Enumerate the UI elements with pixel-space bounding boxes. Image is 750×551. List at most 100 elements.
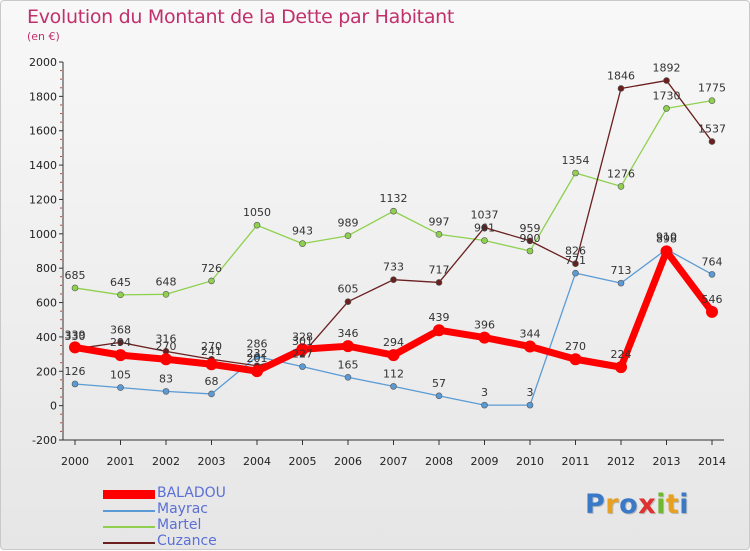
point-martel — [71, 284, 79, 292]
data-label-mayrac: 227 — [292, 348, 313, 361]
point-martel — [663, 105, 670, 112]
y-tick-label: 1000 — [29, 228, 57, 241]
data-label-cuzance: 1037 — [471, 208, 499, 221]
data-label-baladou: 270 — [156, 340, 177, 353]
y-tick-label: -200 — [32, 434, 57, 447]
point-mayrac — [344, 373, 352, 381]
series-line-cuzance — [74, 79, 713, 367]
x-tick-label: 2009 — [471, 455, 499, 468]
point-martel — [435, 231, 443, 238]
x-tick-label: 2010 — [516, 455, 544, 468]
point-martel — [481, 237, 488, 244]
point-martel — [162, 290, 170, 298]
data-label-cuzance: 826 — [565, 245, 586, 258]
data-label-cuzance: 316 — [156, 332, 177, 345]
data-label-mayrac: 910 — [656, 230, 677, 243]
chart-title: Evolution du Montant de la Dette par Hab… — [27, 6, 455, 28]
point-martel — [708, 97, 716, 104]
point-mayrac — [71, 380, 79, 388]
point-baladou — [478, 331, 491, 344]
y-tick-label: 800 — [36, 262, 57, 275]
point-martel — [208, 277, 215, 285]
point-baladou — [160, 353, 172, 366]
point-mayrac — [708, 271, 716, 278]
point-mayrac — [208, 390, 215, 398]
data-label-baladou: 201 — [247, 352, 268, 365]
data-label-mayrac: 83 — [159, 372, 173, 385]
data-label-mayrac: 126 — [65, 365, 86, 378]
data-label-martel: 943 — [292, 225, 313, 238]
legend-label: BALADOU — [157, 485, 226, 501]
data-label-cuzance: 717 — [429, 263, 450, 276]
data-label-martel: 961 — [474, 222, 495, 235]
point-baladou — [114, 349, 127, 362]
data-label-baladou: 344 — [520, 328, 541, 341]
x-tick-label: 2001 — [107, 455, 135, 468]
point-baladou — [706, 305, 718, 318]
data-label-martel: 1354 — [562, 154, 590, 167]
data-label-martel: 1276 — [607, 167, 635, 180]
point-baladou — [69, 341, 81, 354]
point-martel — [617, 183, 625, 190]
x-tick-label: 2008 — [425, 455, 453, 468]
y-tick-label: 400 — [36, 331, 57, 344]
data-label-martel: 1730 — [653, 89, 681, 102]
data-label-martel: 1132 — [380, 192, 408, 205]
point-martel — [526, 247, 534, 255]
data-label-cuzance: 1892 — [653, 62, 681, 75]
data-label-cuzance: 232 — [247, 347, 268, 360]
data-label-mayrac: 165 — [338, 358, 359, 371]
point-baladou — [615, 361, 627, 374]
data-label-mayrac: 3 — [527, 386, 534, 399]
data-label-mayrac: 286 — [247, 337, 268, 350]
data-label-mayrac: 57 — [432, 377, 446, 390]
point-mayrac — [572, 269, 579, 277]
point-mayrac — [117, 384, 124, 391]
data-label-mayrac: 105 — [110, 369, 131, 382]
y-tick-label: 1800 — [29, 90, 57, 103]
point-martel — [344, 232, 352, 240]
point-baladou — [205, 358, 218, 371]
point-baladou — [433, 324, 445, 337]
point-baladou — [660, 245, 673, 258]
data-label-baladou: 224 — [611, 348, 632, 361]
point-cuzance — [708, 138, 716, 145]
y-tick-label: 2000 — [29, 56, 57, 69]
point-cuzance — [526, 237, 534, 245]
data-label-mayrac: 112 — [383, 367, 404, 380]
data-label-martel: 648 — [156, 275, 177, 288]
data-label-mayrac: 68 — [205, 375, 219, 388]
x-tick-label: 2002 — [152, 455, 180, 468]
data-label-cuzance: 330 — [65, 330, 86, 343]
legend-swatch — [103, 542, 155, 544]
point-cuzance — [390, 276, 397, 283]
point-mayrac — [435, 392, 443, 400]
point-mayrac — [481, 401, 488, 409]
x-tick-label: 2006 — [334, 455, 362, 468]
legend-label: Martel — [157, 517, 202, 533]
point-mayrac — [526, 401, 534, 409]
x-tick-label: 2004 — [243, 455, 271, 468]
data-label-baladou: 346 — [338, 327, 359, 340]
data-label-baladou: 898 — [656, 232, 677, 245]
legend-swatch — [103, 490, 155, 499]
x-tick-label: 2003 — [198, 455, 226, 468]
data-label-baladou: 294 — [383, 336, 404, 349]
data-label-baladou: 339 — [65, 328, 86, 341]
point-baladou — [342, 340, 354, 353]
point-martel — [299, 240, 306, 247]
data-label-mayrac: 771 — [565, 254, 586, 267]
data-label-martel: 645 — [110, 276, 131, 289]
data-label-cuzance: 605 — [338, 283, 359, 296]
legend-label: Cuzance — [157, 533, 217, 549]
data-label-cuzance: 1537 — [698, 123, 726, 136]
point-cuzance — [617, 85, 625, 92]
point-mayrac — [253, 353, 261, 360]
data-label-cuzance: 301 — [292, 335, 313, 348]
data-label-martel: 900 — [520, 232, 541, 245]
data-label-baladou: 546 — [702, 293, 723, 306]
legend-swatch — [103, 526, 155, 528]
data-label-martel: 685 — [65, 269, 86, 282]
y-tick-label: 1400 — [29, 159, 57, 172]
